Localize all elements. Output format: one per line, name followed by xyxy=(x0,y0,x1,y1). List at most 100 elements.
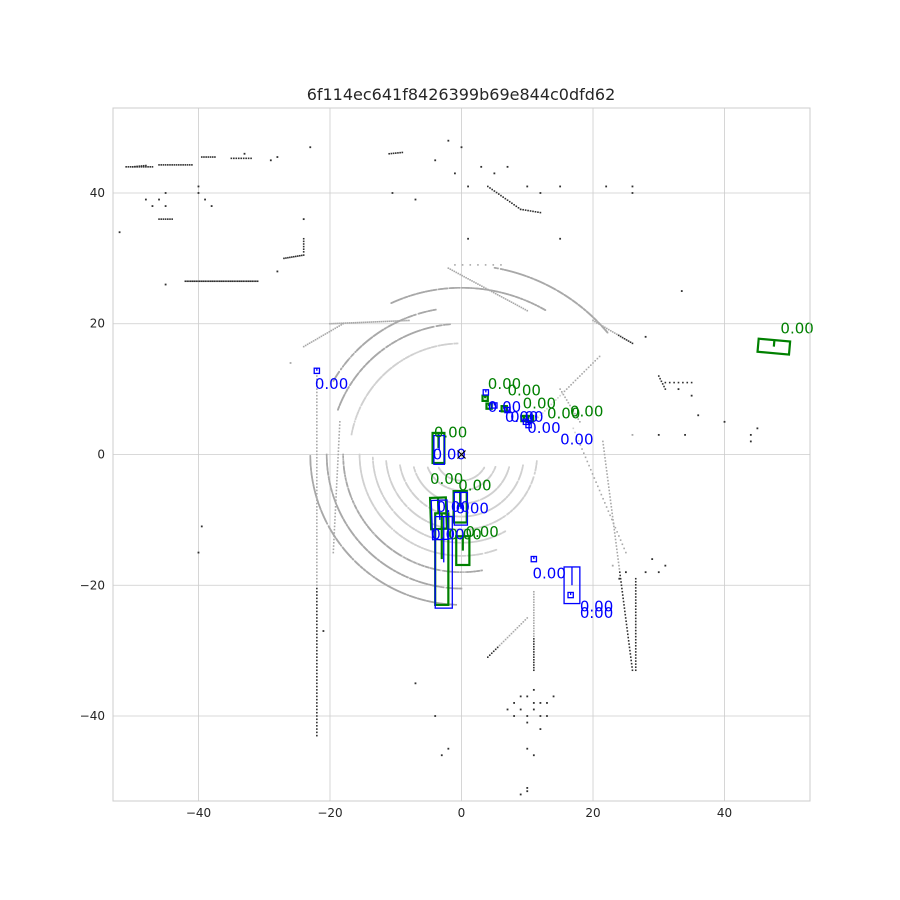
lidar-point xyxy=(572,381,575,384)
lidar-point xyxy=(316,659,318,662)
lidar-point xyxy=(579,375,581,377)
lidar-point xyxy=(591,473,594,475)
lidar-point xyxy=(316,470,318,472)
lidar-point xyxy=(335,483,338,485)
lidar-point xyxy=(350,496,353,499)
lidar-point xyxy=(247,280,250,283)
lidar-point xyxy=(326,332,329,334)
lidar-point xyxy=(634,669,637,672)
lidar-point xyxy=(600,493,603,496)
lidar-point xyxy=(631,185,634,188)
lidar-point xyxy=(382,320,385,323)
lidar-point xyxy=(202,280,205,283)
lidar-point xyxy=(316,424,318,426)
lidar-point xyxy=(532,754,535,757)
prediction-box-score: 0.00 xyxy=(433,446,466,464)
lidar-point xyxy=(474,554,476,556)
lidar-point xyxy=(520,470,523,473)
lidar-point xyxy=(595,481,597,483)
lidar-point xyxy=(407,316,409,319)
lidar-point xyxy=(386,320,388,323)
lidar-point xyxy=(208,280,210,283)
lidar-point xyxy=(445,323,447,326)
lidar-point xyxy=(316,502,318,505)
lidar-point xyxy=(574,379,577,382)
lidar-point xyxy=(316,574,318,577)
lidar-point xyxy=(316,600,318,603)
lidar-point xyxy=(634,620,637,623)
lidar-points xyxy=(118,139,759,796)
lidar-point xyxy=(522,496,525,499)
lidar-point xyxy=(630,662,633,665)
lidar-point xyxy=(543,410,546,412)
lidar-point xyxy=(487,185,489,188)
lidar-point xyxy=(627,636,630,639)
lidar-point xyxy=(447,139,450,142)
lidar-point xyxy=(606,476,609,479)
lidar-point xyxy=(151,166,154,168)
lidar-point xyxy=(236,280,239,283)
lidar-point xyxy=(686,381,689,384)
lidar-point xyxy=(200,525,203,528)
lidar-point xyxy=(494,465,497,468)
lidar-point xyxy=(607,479,609,482)
lidar-point xyxy=(206,280,208,283)
y-tick-label: 40 xyxy=(90,186,105,200)
lidar-point xyxy=(508,493,510,496)
lidar-point xyxy=(483,286,485,289)
lidar-point xyxy=(344,392,346,395)
lidar-point xyxy=(316,672,318,675)
lidar-point xyxy=(629,653,632,655)
lidar-point xyxy=(357,539,359,541)
lidar-point xyxy=(619,574,622,577)
lidar-point xyxy=(391,509,394,512)
lidar-point xyxy=(577,439,580,442)
lidar-point xyxy=(334,536,337,539)
lidar-point xyxy=(253,280,255,283)
lidar-point xyxy=(457,287,459,289)
lidar-point xyxy=(329,486,332,488)
lidar-point xyxy=(535,418,537,421)
lidar-point xyxy=(331,490,333,493)
lidar-point xyxy=(533,643,535,645)
lidar-point xyxy=(175,164,178,166)
lidar-point xyxy=(197,185,200,188)
lidar-point xyxy=(502,196,504,198)
lidar-point xyxy=(630,659,632,662)
lidar-point xyxy=(490,652,493,655)
lidar-point xyxy=(440,586,443,588)
lidar-point xyxy=(509,294,511,296)
lidar-point xyxy=(569,404,571,407)
lidar-point xyxy=(347,387,349,389)
lidar-point xyxy=(489,187,491,189)
lidar-point xyxy=(514,628,517,631)
lidar-point xyxy=(464,554,467,557)
lidar-point xyxy=(316,689,318,691)
lidar-point xyxy=(539,728,542,730)
lidar-point xyxy=(400,469,402,472)
lidar-point xyxy=(606,327,608,330)
lidar-point xyxy=(396,320,398,322)
lidar-point xyxy=(164,205,167,207)
lidar-point xyxy=(372,321,375,323)
lidar-point xyxy=(459,541,461,544)
lidar-point xyxy=(533,658,535,661)
lidar-point xyxy=(352,379,354,382)
lidar-point xyxy=(316,636,318,639)
lidar-point xyxy=(444,474,447,477)
lidar-point xyxy=(188,280,190,283)
lidar-point xyxy=(467,528,470,531)
lidar-point xyxy=(390,152,393,155)
lidar-point xyxy=(335,489,338,492)
lidar-point xyxy=(563,293,566,296)
lidar-point xyxy=(332,548,335,551)
lidar-point xyxy=(149,166,152,168)
lidar-point xyxy=(426,347,428,350)
lidar-point xyxy=(579,421,581,423)
lidar-point xyxy=(539,702,542,704)
lidar-point xyxy=(604,326,606,329)
x-tick-label: −20 xyxy=(317,806,342,820)
lidar-point xyxy=(316,437,318,439)
lidar-point xyxy=(623,547,625,550)
lidar-point xyxy=(355,507,358,510)
